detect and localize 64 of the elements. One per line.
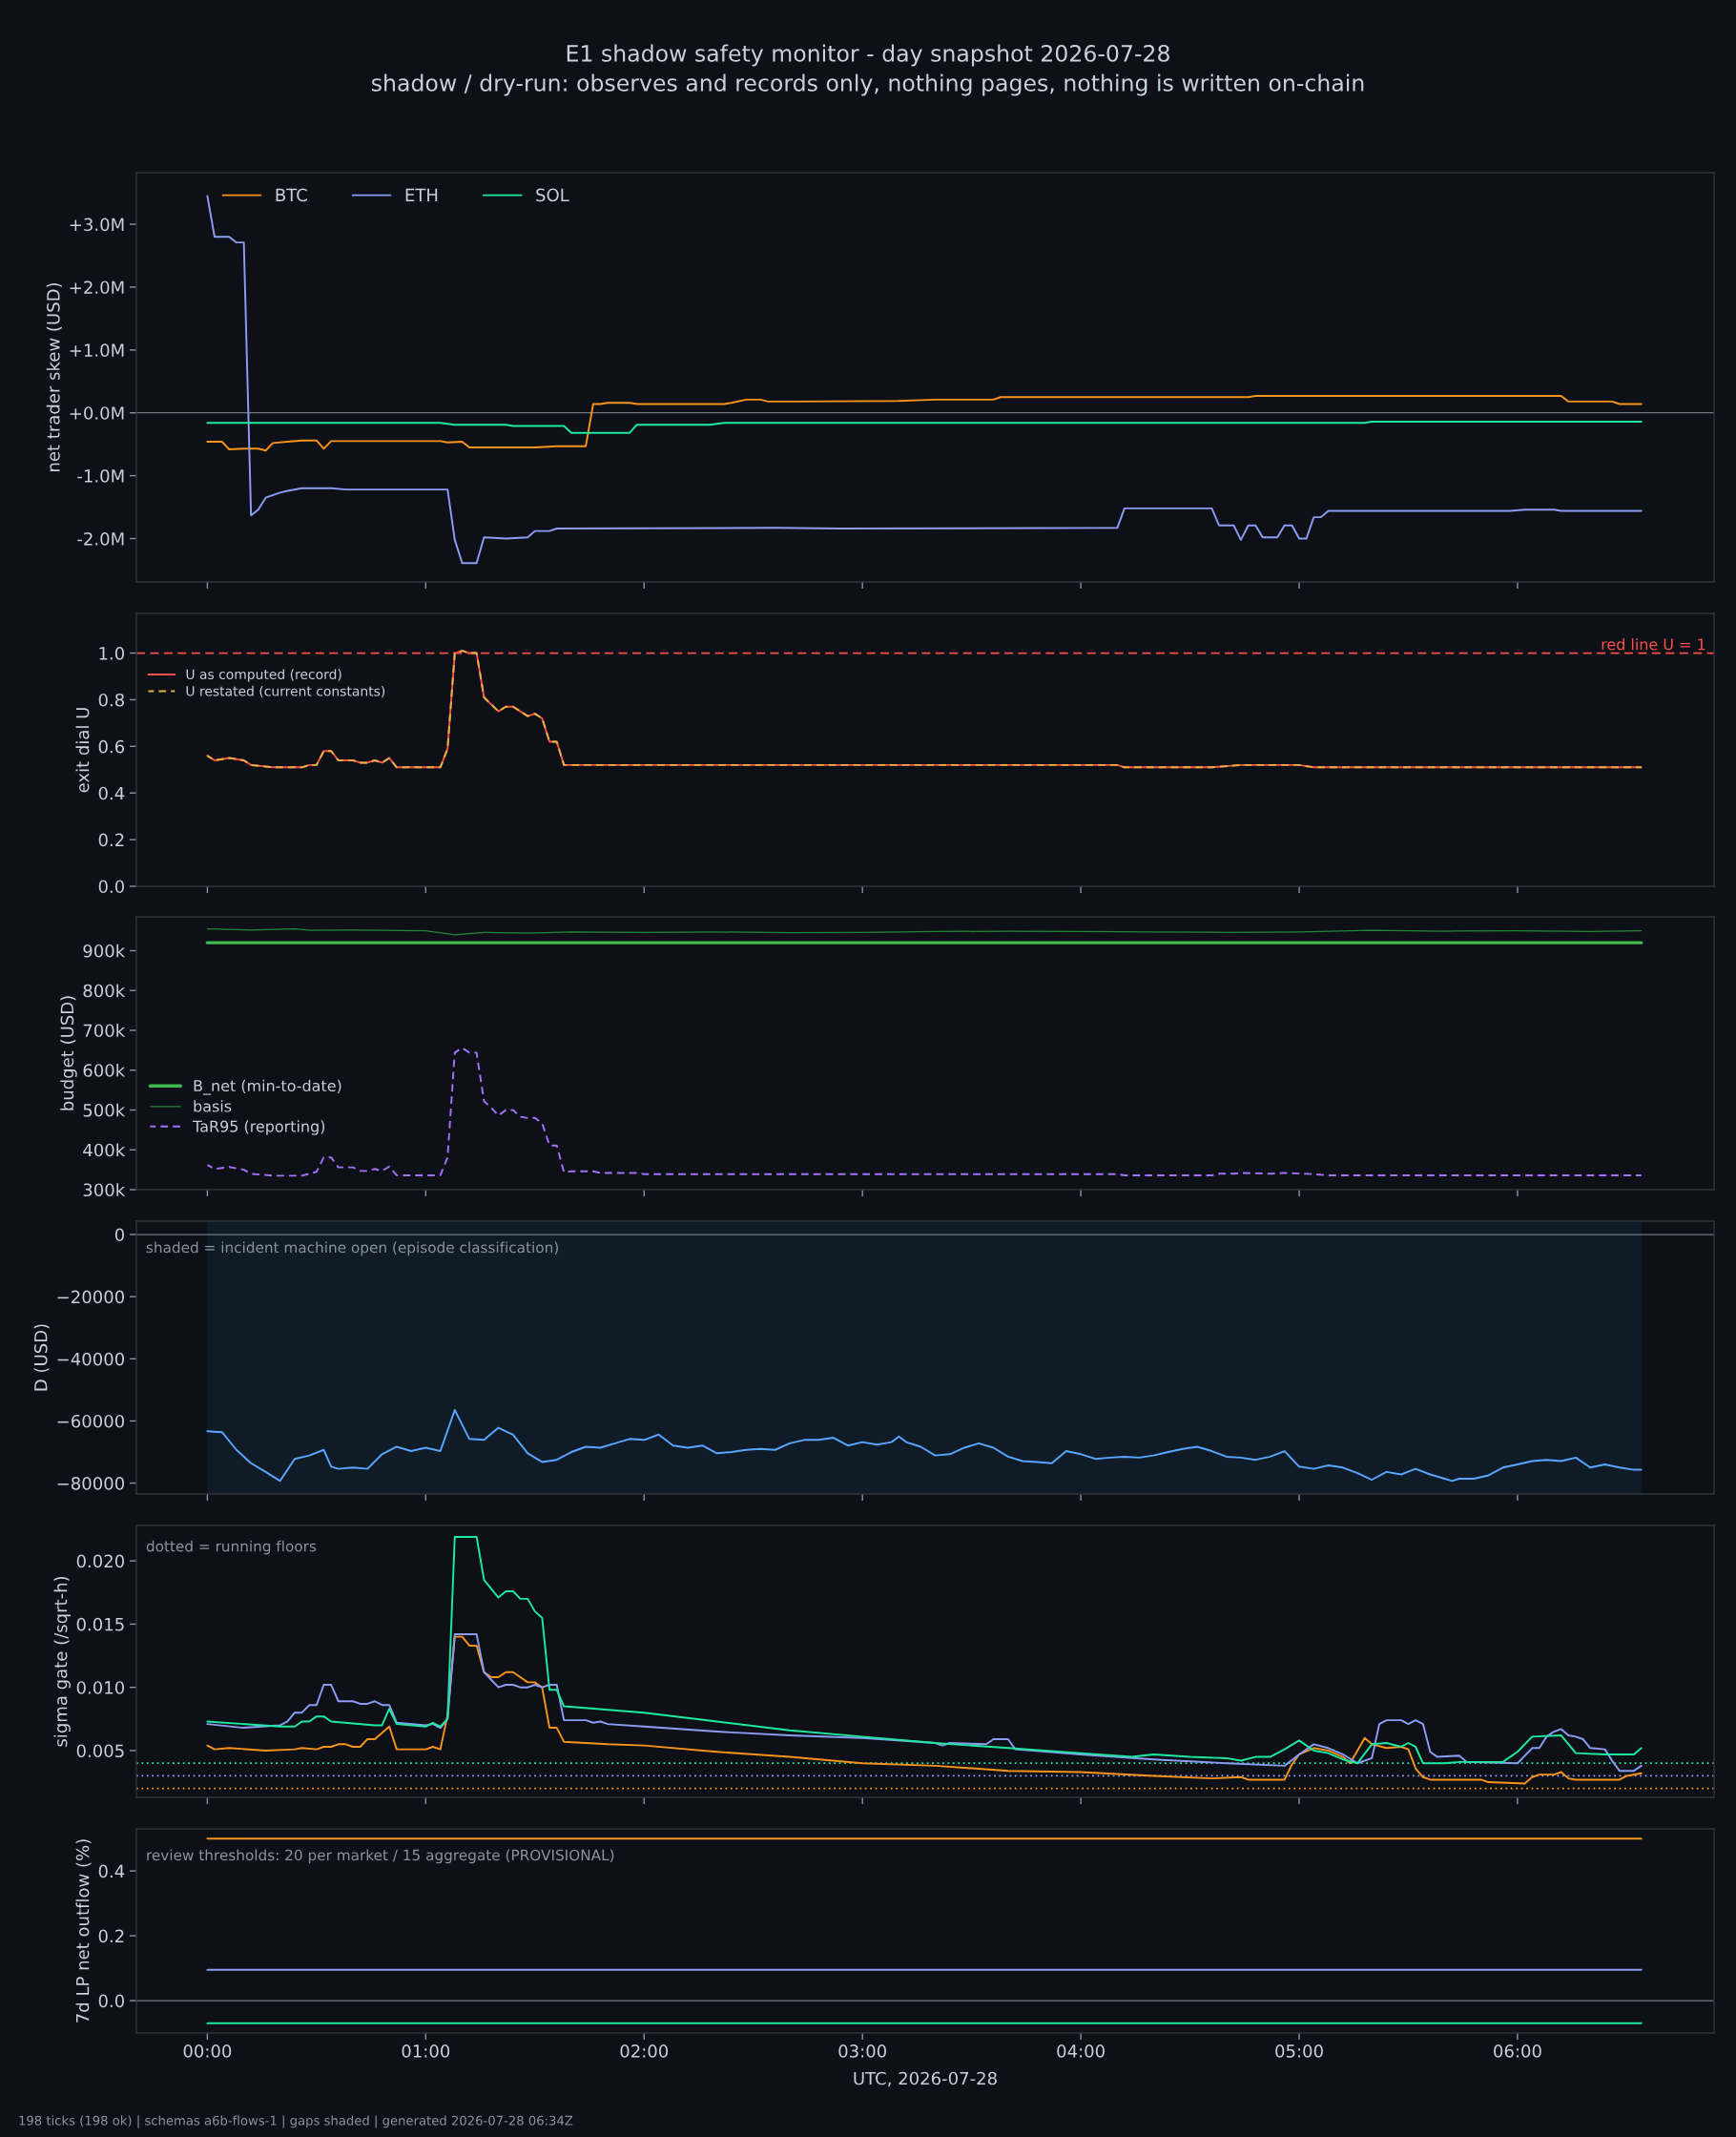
annotation: dotted = running floors <box>146 1540 317 1555</box>
y-tick-label: 500k <box>83 1103 126 1117</box>
y-tick-label: 600k <box>83 1063 126 1077</box>
x-tick-label: 02:00 <box>620 2044 669 2058</box>
y-tick-label: 0.2 <box>98 1929 124 1943</box>
legend-label: B_net (min-to-date) <box>194 1079 341 1095</box>
legend-label: U restated (current constants) <box>186 685 385 698</box>
y-tick-label: 0.2 <box>98 833 124 847</box>
y-tick-label: −60000 <box>57 1414 124 1428</box>
y-tick-label: 300k <box>83 1183 126 1197</box>
y-tick-label: −80000 <box>57 1477 124 1490</box>
x-tick-label: 04:00 <box>1057 2044 1105 2058</box>
legend-label: ETH <box>405 188 438 201</box>
y-tick-label: 0.0 <box>98 880 124 894</box>
legend-label: basis <box>194 1100 232 1112</box>
y-tick-label: 400k <box>83 1143 126 1157</box>
line-series <box>206 394 1643 452</box>
y-tick-label: 0.0 <box>98 1994 124 2008</box>
line-series <box>206 1409 1643 1483</box>
y-tick-label: 0.015 <box>76 1617 124 1631</box>
x-tick-label: 06:00 <box>1494 2044 1541 2058</box>
y-tick-label: −40000 <box>57 1352 124 1366</box>
y-tick-label: +3.0M <box>70 218 124 232</box>
y-tick-label: -2.0M <box>77 531 124 546</box>
y-tick-label: 0.020 <box>76 1554 124 1568</box>
x-tick-label: 01:00 <box>402 2044 450 2058</box>
line-series <box>206 420 1643 434</box>
chart-title: E1 shadow safety monitor - day snapshot 2026-07-28 <box>567 44 1169 67</box>
y-tick-label: +0.0M <box>70 406 124 420</box>
y-tick-label: −20000 <box>57 1290 124 1304</box>
y-axis-title: 7d LP net outflow (%) <box>75 1839 92 2023</box>
y-tick-label: +1.0M <box>70 343 124 357</box>
y-tick-label: 0.4 <box>98 786 125 800</box>
y-tick-label: 0.005 <box>76 1744 124 1758</box>
y-axis-title: budget (USD) <box>60 996 77 1110</box>
y-tick-label: +2.0M <box>70 280 124 295</box>
legend-label: TaR95 (reporting) <box>193 1120 325 1135</box>
chart-subtitle: shadow / dry-run: observes and records only, nothing pages, nothing is written on-chain <box>371 73 1364 96</box>
annotation: shaded = incident machine open (episode classification) <box>146 1241 558 1256</box>
y-tick-label: 0 <box>114 1228 124 1242</box>
text: 198 ticks (198 ok) | schemas a6b-flows-1 | gaps shaded | generated 2026-07-28 06:34Z <box>19 2115 573 2128</box>
y-tick-label: 0.6 <box>98 739 125 754</box>
x-tick-label: 03:00 <box>838 2044 886 2058</box>
ref-line-label: red line U = 1 <box>1602 638 1705 651</box>
legend-label: U as computed (record) <box>186 669 341 682</box>
y-tick-label: 0.8 <box>98 693 124 707</box>
y-tick-label: 0.4 <box>98 1864 125 1878</box>
x-tick-label: 00:00 <box>183 2044 232 2058</box>
y-tick-label: 900k <box>83 944 126 958</box>
y-axis-title: sigma gate (/sqrt-h) <box>53 1576 71 1747</box>
y-tick-label: 800k <box>83 984 126 998</box>
y-tick-label: -1.0M <box>77 469 124 483</box>
legend-label: BTC <box>276 188 307 202</box>
y-axis-title: net trader skew (USD) <box>46 282 62 471</box>
x-tick-label: 05:00 <box>1275 2044 1323 2058</box>
legend-label: SOL <box>536 188 569 202</box>
annotation: review thresholds: 20 per market / 15 aggregate (PROVISIONAL) <box>147 1849 614 1864</box>
line-series <box>206 927 1643 936</box>
y-axis-title: D (USD) <box>33 1324 50 1391</box>
y-tick-label: 0.010 <box>76 1681 124 1694</box>
y-axis-title: exit dial U <box>75 708 90 793</box>
x-axis-title: UTC, 2026-07-28 <box>854 2071 997 2087</box>
y-tick-label: 700k <box>83 1024 126 1038</box>
y-tick-label: 1.0 <box>99 647 124 660</box>
